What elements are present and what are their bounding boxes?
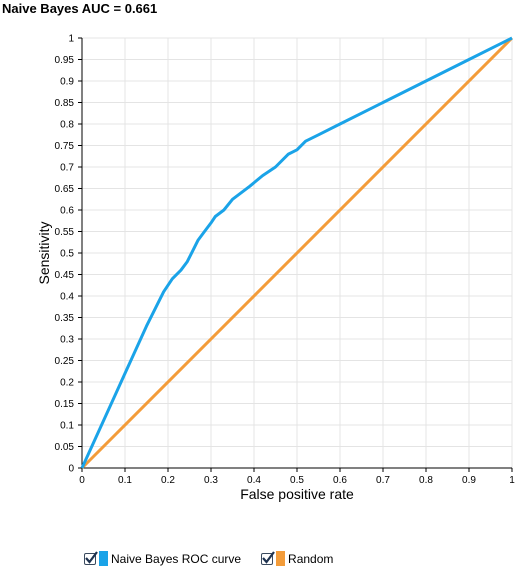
y-tick-label: 0.5 <box>60 249 74 260</box>
checkbox-icon[interactable] <box>261 550 275 565</box>
x-axis-title: False positive rate <box>240 486 354 502</box>
x-tick-label: 0.8 <box>419 475 433 486</box>
x-tick-label: 0.9 <box>462 475 476 486</box>
x-tick-label: 0.5 <box>290 475 304 486</box>
x-tick-label: 0.7 <box>376 475 390 486</box>
y-tick-label: 0.4 <box>60 292 74 303</box>
y-tick-label: 0.15 <box>55 399 75 410</box>
legend-label-random: Random <box>288 551 334 566</box>
grid <box>82 37 513 468</box>
y-tick-label: 0.8 <box>60 120 74 131</box>
y-tick-label: 0.2 <box>60 378 74 389</box>
y-tick-label: 0.7 <box>60 163 74 174</box>
y-tick-label: 0.05 <box>55 442 75 453</box>
y-tick-label: 0.65 <box>55 184 75 195</box>
y-tick-label: 0.25 <box>55 356 75 367</box>
random-line <box>80 36 514 470</box>
legend-item-random[interactable]: Random <box>261 550 334 566</box>
legend: Naive Bayes ROC curve Random <box>84 550 334 566</box>
x-tick-label: 0 <box>79 475 85 486</box>
x-tick-label: 0.3 <box>204 475 218 486</box>
naive-bayes-roc-curve-line <box>80 36 513 469</box>
legend-swatch-roc <box>99 551 108 566</box>
y-tick-label: 0.35 <box>55 313 75 324</box>
y-tick-label: 0.9 <box>60 77 74 88</box>
y-tick-label: 0.6 <box>60 206 74 217</box>
y-tick-label: 0 <box>68 464 74 475</box>
legend-swatch-random <box>276 551 286 566</box>
checkbox-icon[interactable] <box>84 550 98 565</box>
axis-labels: 0 0.1 0.2 0.3 0.4 0.5 0.6 0.7 0.8 0.9 1 0 0.05 0.1 0.1… <box>36 34 515 503</box>
x-tick-label: 0.1 <box>118 475 132 486</box>
y-tick-label: 0.85 <box>55 98 75 109</box>
x-tick-label: 0.2 <box>161 475 175 486</box>
y-tick-label: 1 <box>68 34 74 45</box>
y-tick-label: 0.45 <box>55 270 75 281</box>
y-tick-label: 0.1 <box>60 421 74 432</box>
y-axis-title: Sensitivity <box>36 221 52 284</box>
chart-title: Naive Bayes AUC = 0.661 <box>2 1 158 16</box>
legend-label-roc: Naive Bayes ROC curve <box>111 551 242 566</box>
series-layer <box>80 36 514 470</box>
axes <box>78 37 513 472</box>
y-tick-label: 0.95 <box>55 55 75 66</box>
y-tick-label: 0.55 <box>55 227 75 238</box>
x-tick-label: 0.4 <box>247 475 261 486</box>
y-tick-label: 0.75 <box>55 141 75 152</box>
roc-chart: 0 0.1 0.2 0.3 0.4 0.5 0.6 0.7 0.8 0.9 1 0 0.05 0.1 0.1… <box>36 34 515 503</box>
legend-item-roc[interactable]: Naive Bayes ROC curve <box>84 550 242 566</box>
x-tick-label: 0.6 <box>333 475 347 486</box>
x-tick-label: 1 <box>509 475 515 486</box>
y-tick-label: 0.3 <box>60 335 74 346</box>
